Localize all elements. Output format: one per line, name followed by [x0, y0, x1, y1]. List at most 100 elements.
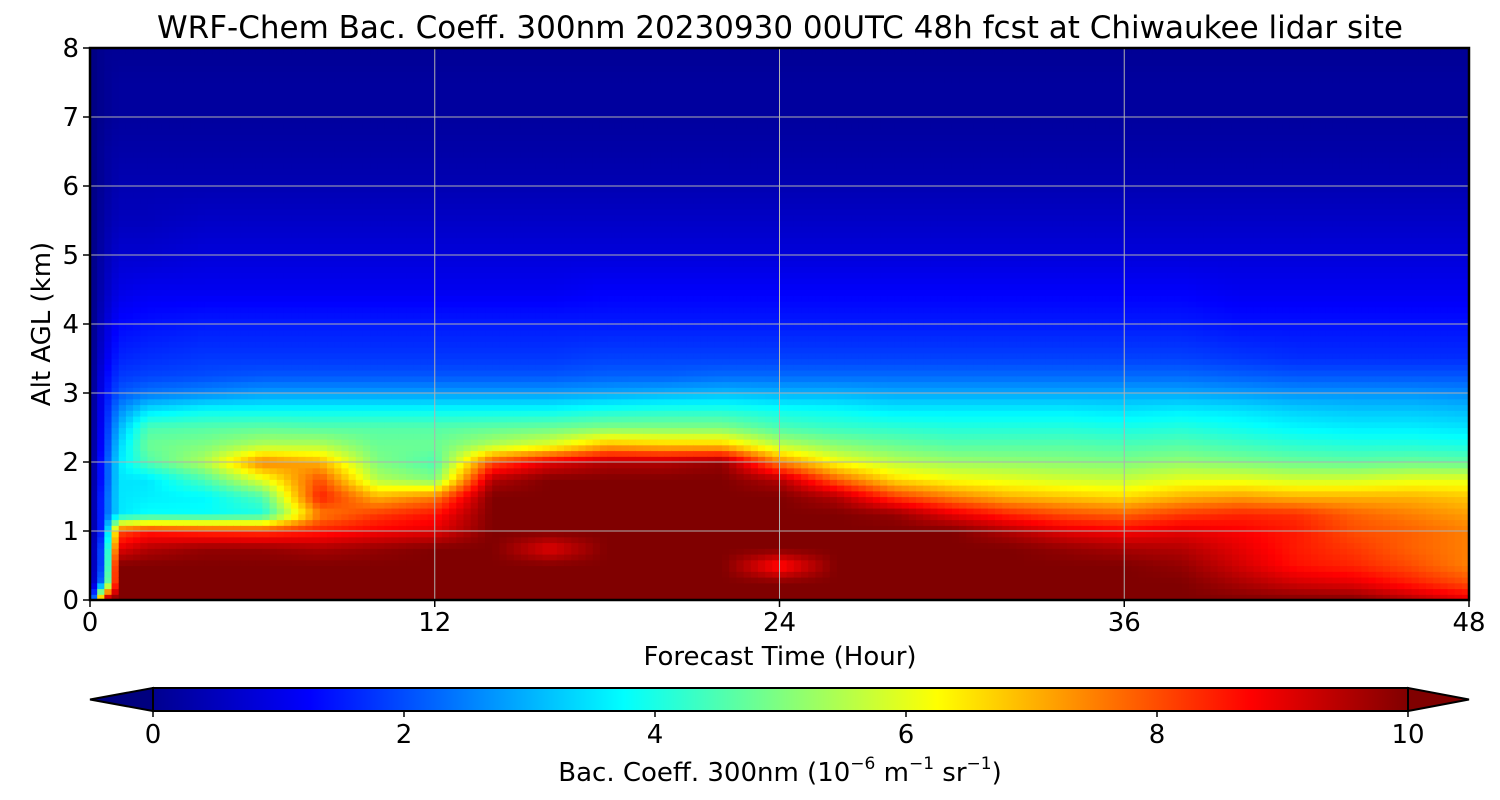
heatmap-cell: [355, 226, 364, 233]
heatmap-cell: [219, 375, 228, 383]
heatmap-cell: [197, 283, 206, 291]
heatmap-cell: [334, 404, 342, 411]
heatmap-cell: [291, 128, 299, 135]
heatmap-cell: [348, 209, 357, 216]
heatmap-cell: [319, 53, 328, 61]
heatmap-cell: [398, 490, 407, 498]
heatmap-cell: [456, 232, 465, 239]
heatmap-cell: [449, 237, 457, 245]
heatmap-cell: [370, 571, 378, 578]
heatmap-cell: [298, 278, 307, 285]
heatmap-cell: [197, 439, 206, 446]
heatmap-cell: [226, 548, 235, 555]
heatmap-cell: [319, 329, 328, 337]
heatmap-cell: [140, 301, 149, 308]
heatmap-cell: [176, 421, 184, 429]
heatmap-cell: [312, 249, 321, 256]
heatmap-cell: [97, 393, 105, 400]
heatmap-cell: [219, 128, 228, 135]
heatmap-cell: [248, 565, 256, 572]
heatmap-cell: [197, 312, 206, 319]
heatmap-cell: [154, 393, 163, 400]
heatmap-cell: [118, 266, 127, 273]
heatmap-cell: [427, 94, 436, 101]
heatmap-cell: [391, 237, 400, 245]
heatmap-cell: [406, 381, 414, 388]
heatmap-cell: [427, 508, 436, 515]
heatmap-cell: [204, 128, 213, 135]
heatmap-cell: [413, 226, 421, 233]
heatmap-cell: [204, 99, 213, 107]
heatmap-cell: [312, 548, 321, 555]
heatmap-cell: [262, 421, 271, 429]
heatmap-cell: [97, 410, 105, 417]
heatmap-cell: [283, 410, 292, 417]
heatmap-cell: [276, 65, 285, 72]
heatmap-cell: [327, 513, 335, 521]
heatmap-cell: [377, 490, 386, 498]
heatmap-cell: [212, 295, 220, 302]
heatmap-cell: [327, 473, 335, 480]
heatmap-cell: [147, 490, 156, 498]
heatmap-cell: [183, 352, 192, 360]
heatmap-cell: [420, 341, 429, 348]
heatmap-cell: [226, 508, 235, 515]
heatmap-cell: [90, 306, 98, 314]
heatmap-cell: [197, 456, 206, 463]
heatmap-cell: [240, 48, 249, 55]
heatmap-cell: [111, 427, 120, 434]
heatmap-cell: [226, 220, 235, 227]
heatmap-cell: [441, 450, 450, 457]
heatmap-cell: [226, 111, 235, 118]
heatmap-cell: [140, 462, 149, 469]
heatmap-cell: [319, 554, 328, 561]
heatmap-cell: [125, 433, 134, 440]
heatmap-cell: [161, 588, 170, 595]
heatmap-cell: [348, 134, 357, 141]
heatmap-cell: [183, 433, 192, 440]
heatmap-cell: [441, 157, 450, 164]
heatmap-cell: [341, 554, 350, 561]
heatmap-cell: [190, 404, 199, 411]
heatmap-cell: [391, 111, 400, 118]
heatmap-cell: [226, 122, 235, 130]
heatmap-cell: [370, 398, 378, 406]
heatmap-cell: [219, 462, 228, 469]
heatmap-cell: [104, 571, 113, 578]
heatmap-cell: [97, 571, 105, 578]
heatmap-cell: [441, 312, 450, 319]
heatmap-cell: [97, 145, 105, 153]
heatmap-cell: [312, 105, 321, 112]
heatmap-cell: [197, 381, 206, 388]
heatmap-cell: [427, 255, 436, 262]
heatmap-cell: [262, 370, 271, 377]
heatmap-cell: [434, 157, 443, 164]
heatmap-cell: [161, 145, 170, 153]
heatmap-cell: [420, 375, 429, 383]
heatmap-cell: [384, 352, 393, 360]
heatmap-cell: [240, 312, 249, 319]
heatmap-cell: [291, 513, 299, 521]
heatmap-cell: [183, 416, 192, 423]
heatmap-cell: [427, 588, 436, 595]
heatmap-cell: [362, 444, 371, 452]
heatmap-cell: [406, 588, 414, 595]
heatmap-cell: [161, 163, 170, 170]
heatmap-cell: [190, 433, 199, 440]
heatmap-cell: [240, 375, 249, 383]
heatmap-cell: [183, 582, 192, 590]
heatmap-cell: [391, 352, 400, 360]
heatmap-cell: [406, 531, 414, 538]
heatmap-cell: [154, 439, 163, 446]
heatmap-cell: [133, 433, 141, 440]
heatmap-cell: [406, 151, 414, 158]
heatmap-cell: [413, 496, 421, 503]
heatmap-cell: [391, 117, 400, 124]
heatmap-cell: [169, 243, 177, 250]
heatmap-cell: [111, 272, 120, 279]
heatmap-cell: [154, 295, 163, 302]
heatmap-cell: [341, 318, 350, 325]
heatmap-cell: [406, 283, 414, 291]
heatmap-cell: [104, 122, 113, 130]
heatmap-cell: [269, 364, 278, 371]
